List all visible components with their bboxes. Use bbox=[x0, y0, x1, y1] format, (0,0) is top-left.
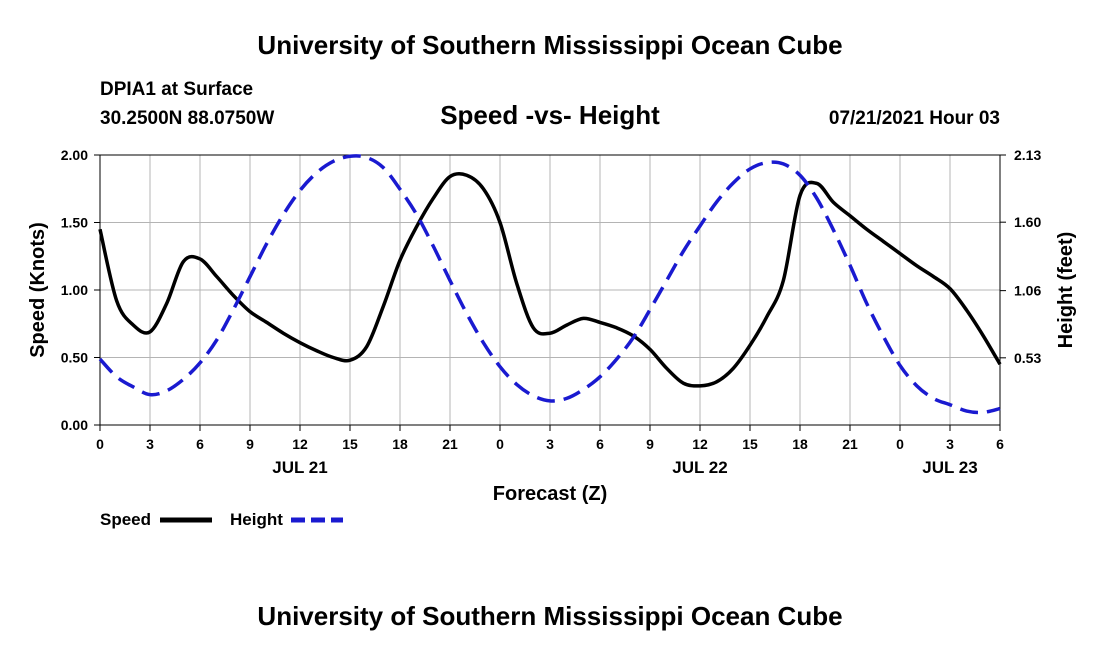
legend: Speed Height bbox=[100, 510, 343, 529]
date-label: JUL 22 bbox=[672, 458, 727, 477]
y2-tick-label: 0.53 bbox=[1014, 350, 1041, 366]
x-tick-label: 9 bbox=[646, 436, 654, 452]
date-label: JUL 21 bbox=[272, 458, 327, 477]
x-tick-label: 15 bbox=[742, 436, 758, 452]
x-tick-label: 0 bbox=[896, 436, 904, 452]
legend-label-speed: Speed bbox=[100, 510, 151, 529]
x-tick-label: 12 bbox=[292, 436, 308, 452]
axis-ticks: 0 3 6 9 12 15 18 21 0 3 6 9 12 15 18 21 0 3 6 0.00 0.50 1.00 1… bbox=[61, 147, 1042, 477]
y-tick-label: 1.00 bbox=[61, 282, 88, 298]
x-tick-label: 18 bbox=[392, 436, 408, 452]
station-label: DPIA1 at Surface bbox=[100, 79, 253, 100]
x-tick-label: 6 bbox=[596, 436, 604, 452]
y-tick-label: 0.50 bbox=[61, 350, 88, 366]
chart-title: Speed -vs- Height bbox=[440, 100, 660, 130]
y-tick-label: 1.50 bbox=[61, 215, 88, 231]
x-tick-label: 21 bbox=[842, 436, 858, 452]
x-tick-label: 3 bbox=[146, 436, 154, 452]
date-label: JUL 23 bbox=[922, 458, 977, 477]
x-tick-label: 6 bbox=[196, 436, 204, 452]
x-tick-label: 15 bbox=[342, 436, 358, 452]
x-tick-label: 18 bbox=[792, 436, 808, 452]
series-line-speed bbox=[98, 171, 1002, 388]
header-title: University of Southern Mississippi Ocean… bbox=[257, 30, 842, 60]
x-tick-label: 3 bbox=[946, 436, 954, 452]
x-tick-label: 0 bbox=[96, 436, 104, 452]
y-tick-label: 2.00 bbox=[61, 147, 88, 163]
x-tick-label: 21 bbox=[442, 436, 458, 452]
x-tick-label: 9 bbox=[246, 436, 254, 452]
footer-title: University of Southern Mississippi Ocean… bbox=[257, 601, 842, 631]
x-tick-label: 0 bbox=[496, 436, 504, 452]
y2-axis-label: Height (feet) bbox=[1055, 232, 1077, 349]
x-tick-label: 3 bbox=[546, 436, 554, 452]
y2-tick-label: 1.06 bbox=[1014, 283, 1041, 299]
legend-label-height: Height bbox=[230, 510, 283, 529]
x-tick-label: 12 bbox=[692, 436, 708, 452]
series-layer bbox=[98, 154, 1002, 415]
forecast-time-label: 07/21/2021 Hour 03 bbox=[829, 108, 1000, 129]
y-axis-label: Speed (Knots) bbox=[27, 222, 49, 358]
coordinates-label: 30.2500N 88.0750W bbox=[100, 108, 274, 129]
x-axis-label: Forecast (Z) bbox=[493, 483, 607, 505]
series-line-height bbox=[98, 154, 1001, 415]
y-tick-label: 0.00 bbox=[61, 417, 88, 433]
y2-tick-label: 1.60 bbox=[1014, 214, 1041, 230]
x-tick-label: 6 bbox=[996, 436, 1004, 452]
y2-tick-label: 2.13 bbox=[1014, 147, 1041, 163]
grid-lines bbox=[100, 155, 1000, 425]
